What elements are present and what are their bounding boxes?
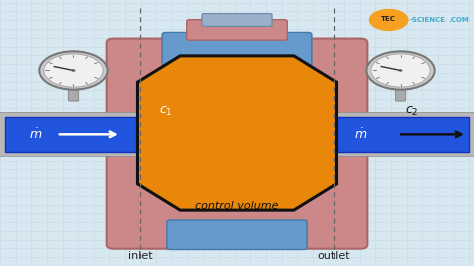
Text: -SCIENCE: -SCIENCE	[410, 17, 446, 23]
Text: inlet: inlet	[128, 251, 152, 261]
Text: $c_1$: $c_1$	[159, 105, 173, 118]
FancyBboxPatch shape	[395, 86, 406, 101]
Text: .COM: .COM	[448, 17, 469, 23]
Text: outlet: outlet	[318, 251, 350, 261]
Polygon shape	[137, 56, 337, 210]
FancyBboxPatch shape	[162, 32, 312, 66]
Circle shape	[371, 54, 430, 87]
Circle shape	[369, 9, 409, 31]
Circle shape	[39, 51, 108, 90]
Ellipse shape	[0, 114, 9, 155]
FancyBboxPatch shape	[68, 86, 79, 101]
FancyBboxPatch shape	[202, 14, 272, 26]
Circle shape	[366, 51, 435, 90]
Text: control volume: control volume	[195, 201, 279, 211]
Text: TEC: TEC	[381, 16, 396, 22]
Text: $\dot{m}$: $\dot{m}$	[354, 127, 367, 142]
Text: $c_2$: $c_2$	[405, 105, 419, 118]
Circle shape	[399, 69, 402, 72]
Circle shape	[44, 54, 103, 87]
FancyBboxPatch shape	[329, 112, 474, 156]
FancyBboxPatch shape	[0, 112, 145, 156]
FancyBboxPatch shape	[107, 39, 367, 249]
Circle shape	[72, 69, 75, 72]
FancyBboxPatch shape	[187, 20, 287, 40]
Bar	[334, 117, 469, 152]
Text: $\dot{m}$: $\dot{m}$	[29, 127, 42, 142]
FancyBboxPatch shape	[167, 220, 307, 250]
Bar	[5, 117, 140, 152]
